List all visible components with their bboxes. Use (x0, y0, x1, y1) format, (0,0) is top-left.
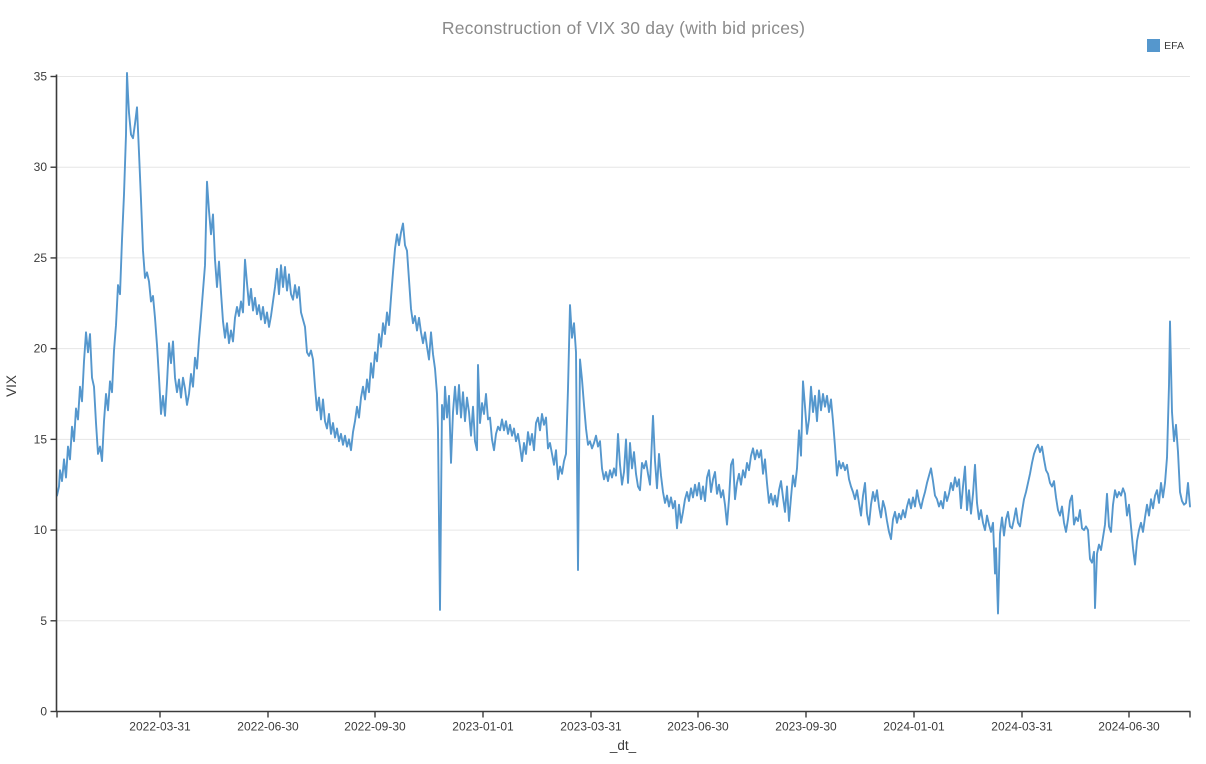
y-tick-label: 0 (40, 705, 47, 719)
y-tick-label: 10 (34, 523, 48, 537)
x-tick-label: 2024-06-30 (1098, 720, 1160, 734)
x-tick-label: 2022-06-30 (237, 720, 299, 734)
legend-swatch-icon[interactable] (1147, 39, 1161, 52)
y-axis-title: VIX (4, 375, 19, 397)
legend[interactable]: EFA (1147, 39, 1184, 52)
x-tick-label: 2023-09-30 (775, 720, 837, 734)
y-tick-label: 35 (34, 70, 48, 84)
x-tick-label: 2022-09-30 (344, 720, 406, 734)
y-tick-label: 15 (34, 432, 48, 446)
y-tick-label: 20 (34, 342, 48, 356)
tick-labels: 0 5 10 15 20 25 30 35 2022-03-31 2022-06-30 2022-0… (34, 70, 1160, 734)
x-tick-label: 2024-01-01 (883, 720, 945, 734)
gridlines (57, 76, 1190, 712)
efa-line-series (56, 71, 1191, 615)
chart-title: Reconstruction of VIX 30 day (with bid p… (441, 18, 806, 38)
series-line (56, 71, 1191, 615)
y-tick-label: 30 (34, 160, 48, 174)
x-tick-label: 2023-01-01 (452, 720, 514, 734)
x-tick-label: 2024-03-31 (991, 720, 1053, 734)
y-tick-label: 25 (34, 251, 48, 265)
y-tick-label: 5 (40, 614, 47, 628)
x-tick-label: 2023-03-31 (560, 720, 622, 734)
x-tick-label: 2023-06-30 (667, 720, 729, 734)
x-tick-label: 2022-03-31 (129, 720, 191, 734)
legend-label: EFA (1164, 39, 1184, 52)
axes (50, 74, 1191, 718)
x-axis-title: _dt_ (609, 738, 637, 753)
